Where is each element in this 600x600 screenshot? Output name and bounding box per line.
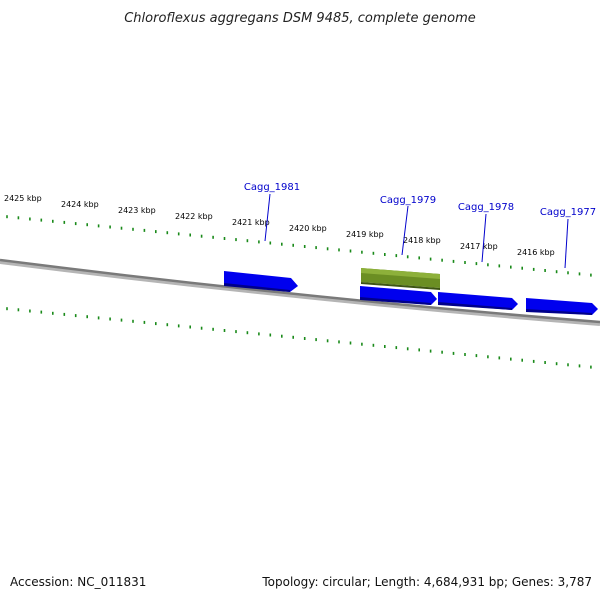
scale-label: 2417 kbp <box>460 242 498 251</box>
gene-feature-cagg-1979[interactable] <box>360 286 437 305</box>
gene-leader-line <box>401 205 409 256</box>
scale-label: 2418 kbp <box>403 236 441 245</box>
gene-labels: Cagg_1981 Cagg_1979 Cagg_1978 Cagg_1977 <box>244 182 596 269</box>
gene-label-cagg-1978[interactable]: Cagg_1978 <box>458 202 514 213</box>
scale-label: 2424 kbp <box>61 200 99 209</box>
gene-leader-line <box>481 213 487 263</box>
gene-label-cagg-1979[interactable]: Cagg_1979 <box>380 195 436 206</box>
inner-scale-ticks <box>6 307 592 369</box>
outer-scale-ticks <box>6 215 592 277</box>
gene-label-cagg-1981[interactable]: Cagg_1981 <box>244 182 300 193</box>
gene-feature-cagg-1981[interactable] <box>224 271 298 292</box>
scale-label: 2425 kbp <box>4 194 42 203</box>
gene-leader-line <box>264 193 271 242</box>
scale-label: 2423 kbp <box>118 206 156 215</box>
scale-label: 2416 kbp <box>517 248 555 257</box>
gene-feature-cagg-1978[interactable] <box>438 292 518 310</box>
scale-label: 2419 kbp <box>346 230 384 239</box>
scale-label: 2421 kbp <box>232 218 270 227</box>
gene-leader-line <box>564 218 569 269</box>
gene-feature-cagg-1977[interactable] <box>526 298 598 315</box>
genome-backbone-shadow <box>0 260 600 326</box>
scale-label: 2422 kbp <box>175 212 213 221</box>
scale-labels: 2425 kbp 2424 kbp 2423 kbp 2422 kbp 2421 kbp… <box>4 194 555 257</box>
gene-features <box>224 268 598 315</box>
accession-label: Accession: NC_011831 <box>10 575 147 589</box>
map-title: Chloroflexus aggregans DSM 9485, complet… <box>124 11 476 26</box>
genome-stats-label: Topology: circular; Length: 4,684,931 bp… <box>262 575 592 589</box>
gene-label-cagg-1977[interactable]: Cagg_1977 <box>540 207 596 218</box>
scale-label: 2420 kbp <box>289 224 327 233</box>
gene-feature-highlight[interactable] <box>361 268 440 290</box>
genome-backbone <box>0 258 600 324</box>
